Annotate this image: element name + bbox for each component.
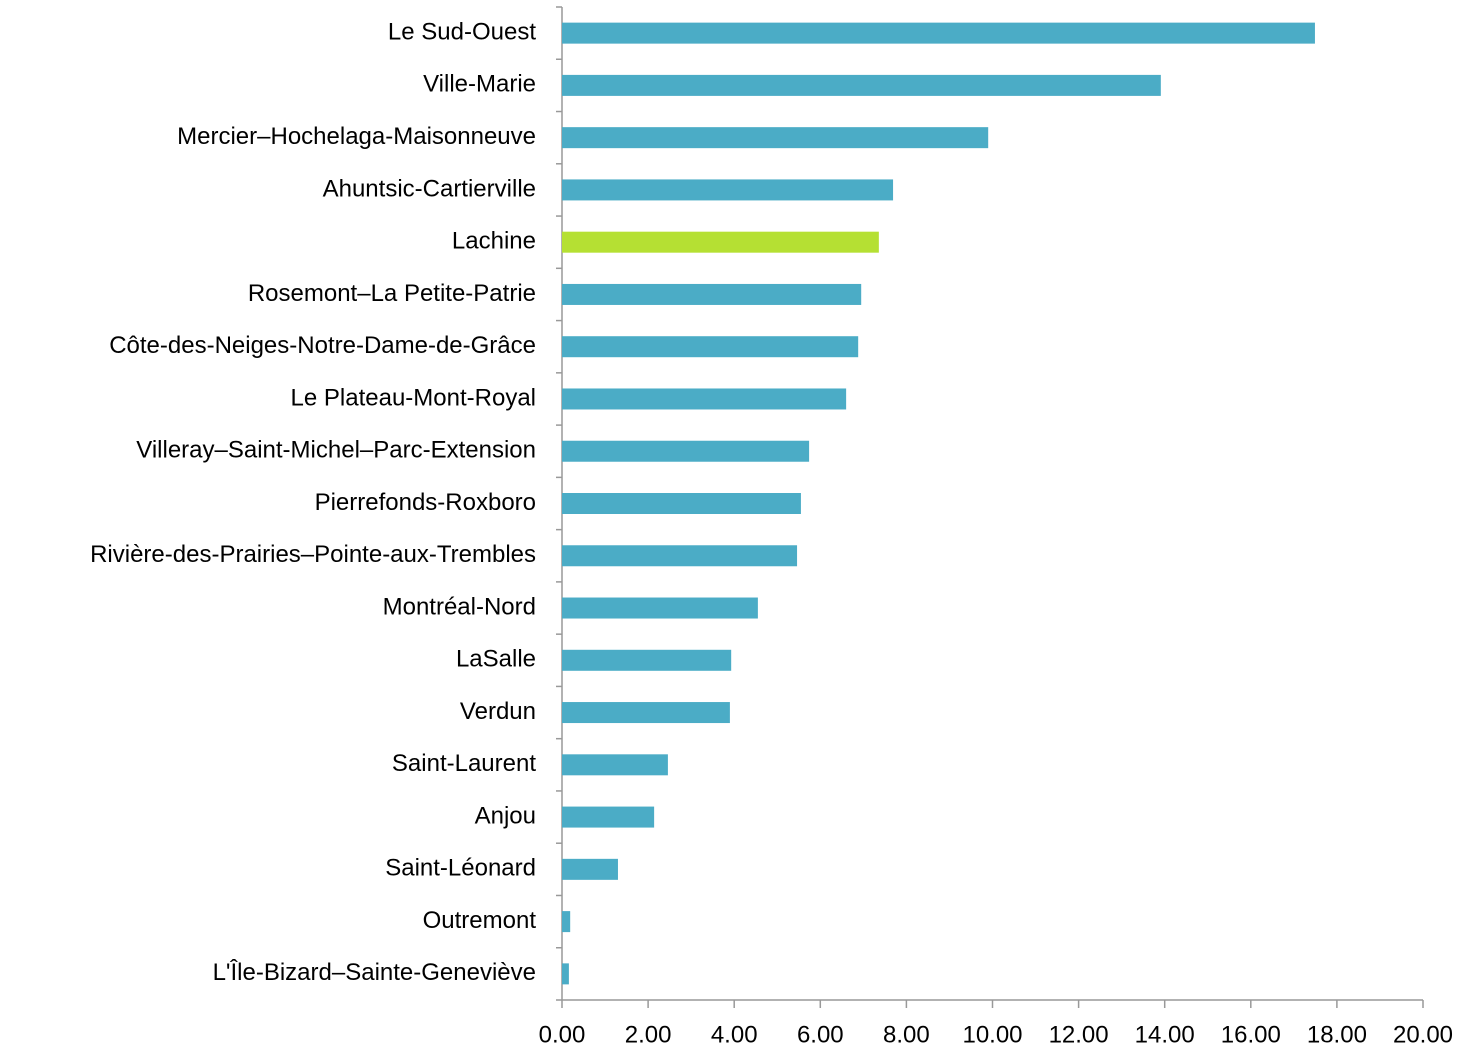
y-tick-label: Rosemont–La Petite-Patrie	[248, 280, 536, 307]
y-tick-label: Mercier–Hochelaga-Maisonneuve	[177, 123, 536, 150]
y-tick-label: Villeray–Saint-Michel–Parc-Extension	[136, 437, 536, 464]
x-tick-label: 20.00	[1393, 1021, 1453, 1048]
y-tick-label: Outremont	[423, 907, 537, 934]
x-tick-label: 10.00	[962, 1021, 1022, 1048]
y-tick-label: Verdun	[460, 698, 536, 725]
y-tick-label: Lachine	[452, 228, 536, 255]
bar	[562, 74, 1161, 96]
bar	[562, 754, 668, 776]
y-tick-label: Le Sud-Ouest	[388, 18, 536, 45]
x-tick-label: 2.00	[625, 1021, 672, 1048]
y-tick-label: Côte-des-Neiges-Notre-Dame-de-Grâce	[109, 332, 536, 359]
y-tick-label: LaSalle	[456, 646, 536, 673]
bar	[562, 127, 989, 149]
y-tick-label: Saint-Laurent	[392, 750, 536, 777]
x-tick-label: 4.00	[711, 1021, 758, 1048]
y-tick-label: Anjou	[475, 802, 536, 829]
bar	[562, 702, 730, 724]
bar	[562, 911, 571, 933]
bar	[562, 597, 758, 619]
y-tick-label: Ahuntsic-Cartierville	[323, 175, 536, 202]
y-tick-label: Montréal-Nord	[383, 593, 536, 620]
y-tick-label: Le Plateau-Mont-Royal	[291, 384, 536, 411]
x-tick-label: 6.00	[797, 1021, 844, 1048]
bar	[562, 545, 798, 567]
x-tick-label: 8.00	[883, 1021, 930, 1048]
x-tick-label: 18.00	[1307, 1021, 1367, 1048]
bar	[562, 493, 801, 514]
bar	[562, 806, 655, 828]
bar	[562, 22, 1315, 44]
y-tick-label: Rivière-des-Prairies–Pointe-aux-Trembles	[90, 541, 536, 568]
y-tick-label: Ville-Marie	[423, 71, 536, 98]
y-tick-label: L'Île-Bizard–Sainte-Geneviève	[213, 959, 536, 986]
y-tick-label: Saint-Léonard	[385, 855, 536, 882]
bar	[562, 336, 859, 358]
bar	[562, 440, 810, 462]
x-tick-label: 12.00	[1049, 1021, 1109, 1048]
bar	[562, 649, 732, 671]
bar	[562, 388, 847, 410]
bar	[562, 283, 862, 305]
x-tick-label: 0.00	[539, 1021, 586, 1048]
bar	[562, 179, 894, 201]
y-tick-label: Pierrefonds-Roxboro	[315, 489, 536, 516]
bar	[562, 858, 618, 880]
bar	[562, 231, 879, 253]
bar	[562, 963, 569, 985]
x-tick-label: 16.00	[1221, 1021, 1281, 1048]
x-tick-label: 14.00	[1135, 1021, 1195, 1048]
